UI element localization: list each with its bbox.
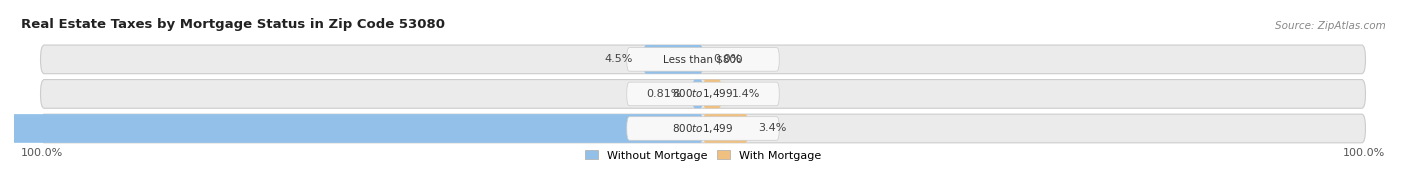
FancyBboxPatch shape — [627, 117, 779, 140]
Text: Real Estate Taxes by Mortgage Status in Zip Code 53080: Real Estate Taxes by Mortgage Status in … — [21, 18, 444, 31]
FancyBboxPatch shape — [644, 45, 703, 74]
Text: 0.0%: 0.0% — [714, 54, 742, 64]
Text: 100.0%: 100.0% — [1343, 148, 1385, 158]
FancyBboxPatch shape — [41, 80, 1365, 108]
Text: $800 to $1,499: $800 to $1,499 — [672, 87, 734, 100]
Text: 0.81%: 0.81% — [647, 89, 682, 99]
Text: Less than $800: Less than $800 — [664, 54, 742, 64]
FancyBboxPatch shape — [41, 114, 1365, 143]
Legend: Without Mortgage, With Mortgage: Without Mortgage, With Mortgage — [585, 150, 821, 161]
Text: Source: ZipAtlas.com: Source: ZipAtlas.com — [1275, 21, 1385, 31]
FancyBboxPatch shape — [703, 114, 748, 143]
FancyBboxPatch shape — [692, 80, 703, 108]
FancyBboxPatch shape — [703, 80, 721, 108]
Text: 3.4%: 3.4% — [759, 123, 787, 133]
Text: 100.0%: 100.0% — [21, 148, 63, 158]
FancyBboxPatch shape — [0, 114, 703, 143]
Text: 1.4%: 1.4% — [733, 89, 761, 99]
FancyBboxPatch shape — [627, 48, 779, 71]
Text: $800 to $1,499: $800 to $1,499 — [672, 122, 734, 135]
FancyBboxPatch shape — [627, 82, 779, 106]
Text: 4.5%: 4.5% — [605, 54, 633, 64]
FancyBboxPatch shape — [41, 45, 1365, 74]
